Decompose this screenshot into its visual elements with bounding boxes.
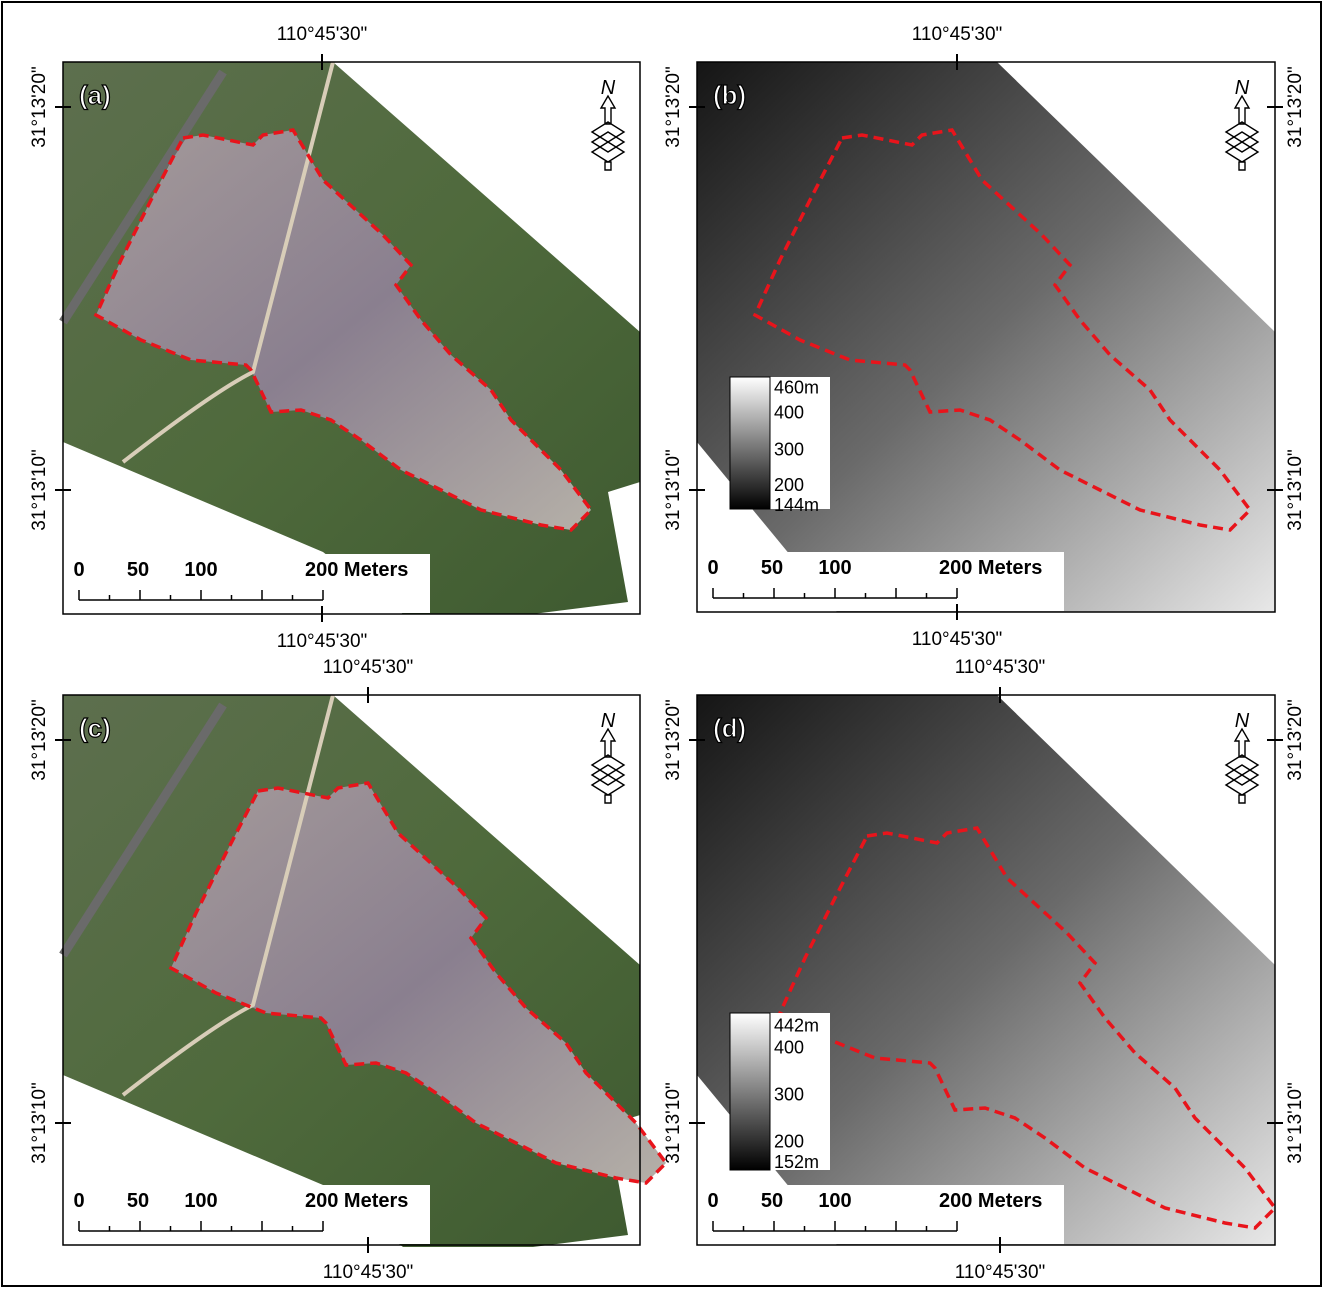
top-coordinate: 110°45'30" <box>912 24 1003 45</box>
right-coordinate: 31°13'10" <box>1285 449 1306 530</box>
legend-ramp <box>730 1013 770 1170</box>
scale-label: 0 <box>73 1190 84 1212</box>
legend-label: 144m <box>774 495 819 515</box>
left-coordinate: 31°13'10" <box>29 1082 50 1163</box>
legend-label: 400 <box>774 1038 804 1058</box>
legend-label: 152m <box>774 1152 819 1172</box>
bottom-coordinate: 110°45'30" <box>955 1262 1046 1283</box>
top-coordinate: 110°45'30" <box>323 657 414 678</box>
legend-ramp <box>730 377 770 509</box>
scale-label: 200 Meters <box>939 1190 1042 1212</box>
figure: (a)N050100200 Meters110°45'30"110°45'30"… <box>0 0 1323 1288</box>
scale-label: 50 <box>761 557 783 579</box>
top-coordinate: 110°45'30" <box>955 657 1046 678</box>
scale-label: 0 <box>73 559 84 581</box>
legend-label: 200 <box>774 475 804 495</box>
scale-label: 0 <box>707 557 718 579</box>
left-coordinate: 31°13'20" <box>663 66 684 147</box>
right-coordinate: 31°13'20" <box>1285 699 1306 780</box>
top-coordinate: 110°45'30" <box>277 24 368 45</box>
left-coordinate: 31°13'10" <box>663 1082 684 1163</box>
scale-label: 100 <box>818 557 851 579</box>
panel-label: (a) <box>79 80 111 110</box>
panel-label: (c) <box>79 713 111 743</box>
scale-label: 0 <box>707 1190 718 1212</box>
left-coordinate: 31°13'20" <box>29 699 50 780</box>
left-coordinate: 31°13'10" <box>29 449 50 530</box>
scale-label: 50 <box>127 559 149 581</box>
bottom-coordinate: 110°45'30" <box>323 1262 414 1283</box>
legend-label: 300 <box>774 1085 804 1105</box>
panel-label: (b) <box>713 80 746 110</box>
legend-label: 300 <box>774 440 804 460</box>
scale-label: 100 <box>818 1190 851 1212</box>
scale-label: 100 <box>184 1190 217 1212</box>
panel-label: (d) <box>713 713 746 743</box>
bottom-coordinate: 110°45'30" <box>912 629 1003 650</box>
scale-label: 50 <box>761 1190 783 1212</box>
scale-label: 100 <box>184 559 217 581</box>
scale-label: 200 Meters <box>939 557 1042 579</box>
right-coordinate: 31°13'20" <box>1285 66 1306 147</box>
bottom-coordinate: 110°45'30" <box>277 631 368 652</box>
right-coordinate: 31°13'10" <box>1285 1082 1306 1163</box>
scale-label: 200 Meters <box>305 1190 408 1212</box>
left-coordinate: 31°13'10" <box>663 449 684 530</box>
legend-label: 442m <box>774 1016 819 1036</box>
left-coordinate: 31°13'20" <box>29 66 50 147</box>
legend-label: 460m <box>774 378 819 398</box>
scale-label: 200 Meters <box>305 559 408 581</box>
left-coordinate: 31°13'20" <box>663 699 684 780</box>
legend-label: 200 <box>774 1132 804 1152</box>
scale-label: 50 <box>127 1190 149 1212</box>
legend-label: 400 <box>774 403 804 423</box>
